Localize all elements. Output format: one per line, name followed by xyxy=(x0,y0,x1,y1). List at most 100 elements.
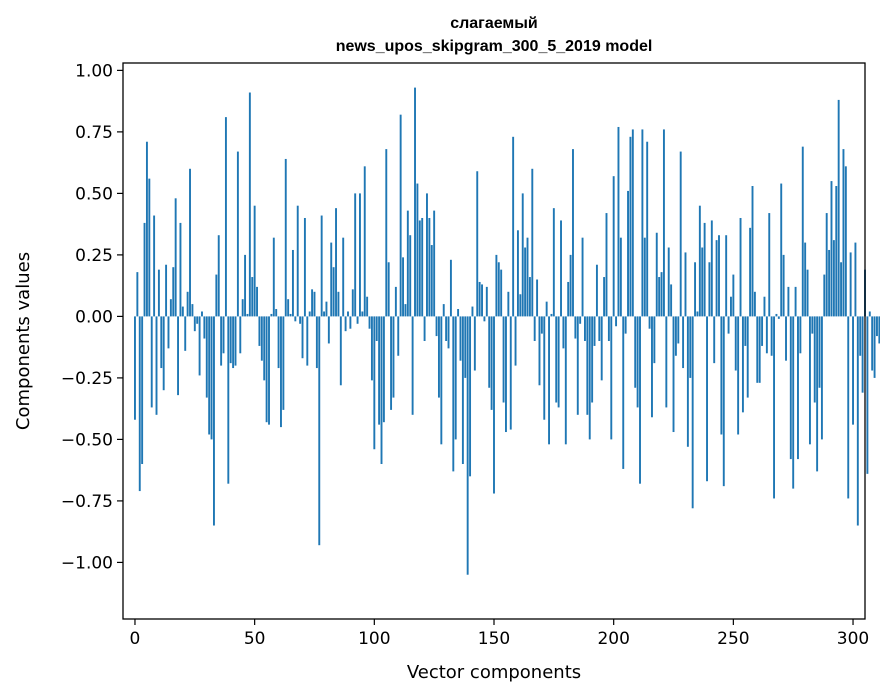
bar-component-186 xyxy=(579,316,582,324)
bar-component-167 xyxy=(533,316,536,341)
bar-component-114 xyxy=(406,210,409,317)
bar-component-204 xyxy=(622,316,625,469)
bar-component-221 xyxy=(662,129,665,317)
bar-component-78 xyxy=(320,215,323,317)
bar-component-211 xyxy=(639,316,641,484)
bar-component-159 xyxy=(514,316,517,366)
bar-component-286 xyxy=(818,316,821,388)
bar-component-130 xyxy=(445,316,448,341)
bar-component-40 xyxy=(229,316,232,364)
y-tick-label: 0.75 xyxy=(75,123,113,143)
bar-component-66 xyxy=(291,249,294,317)
bar-component-54 xyxy=(263,316,266,381)
bar-component-138 xyxy=(464,316,467,378)
bar-component-47 xyxy=(246,313,249,317)
bar-component-226 xyxy=(674,316,677,356)
bar-component-15 xyxy=(169,299,172,317)
bar-component-196 xyxy=(603,277,606,317)
bar-component-116 xyxy=(411,316,414,415)
bar-component-243 xyxy=(715,240,718,317)
bar-component-111 xyxy=(399,114,402,317)
bar-component-58 xyxy=(272,237,275,317)
bar-component-65 xyxy=(289,313,292,317)
bar-component-56 xyxy=(268,316,270,425)
y-tick-label: −0.50 xyxy=(61,430,113,450)
bar-component-141 xyxy=(471,306,474,317)
bar-component-62 xyxy=(282,316,285,410)
bar-component-142 xyxy=(473,316,476,371)
x-tick-label: 300 xyxy=(837,629,869,649)
bar-component-52 xyxy=(258,316,261,346)
bar-component-233 xyxy=(691,316,694,509)
bar-component-282 xyxy=(808,316,811,445)
bar-component-290 xyxy=(828,249,831,317)
bar-component-253 xyxy=(739,217,742,317)
bar-component-247 xyxy=(725,235,728,317)
bar-component-169 xyxy=(538,316,541,386)
bar-component-81 xyxy=(327,316,330,344)
bar-component-39 xyxy=(227,316,230,484)
bar-component-184 xyxy=(574,316,577,339)
bar-component-147 xyxy=(485,286,488,317)
bar-component-194 xyxy=(598,316,601,341)
bar-component-219 xyxy=(658,277,661,317)
bar-component-189 xyxy=(586,316,589,415)
y-tick-label: 0.25 xyxy=(75,246,113,266)
bar-component-104 xyxy=(382,316,385,423)
bar-component-139 xyxy=(466,316,469,575)
bar-component-278 xyxy=(799,316,802,354)
bar-component-2 xyxy=(138,316,141,492)
bar-component-34 xyxy=(215,274,218,317)
bar-component-227 xyxy=(677,316,680,344)
bar-component-187 xyxy=(581,237,584,317)
bar-component-107 xyxy=(390,316,393,410)
bar-component-229 xyxy=(682,316,685,369)
bar-component-21 xyxy=(184,316,187,351)
bar-component-171 xyxy=(543,316,546,420)
bar-component-86 xyxy=(339,316,342,386)
bar-component-190 xyxy=(588,316,591,440)
bar-component-276 xyxy=(794,286,797,317)
bar-component-118 xyxy=(416,183,419,317)
bar-component-230 xyxy=(684,252,687,317)
x-tick-label: 0 xyxy=(130,629,141,649)
bar-component-296 xyxy=(842,149,845,317)
y-tick-label: 0.50 xyxy=(75,184,113,204)
bar-component-182 xyxy=(569,254,572,317)
bar-component-173 xyxy=(548,316,550,445)
bar-component-307 xyxy=(868,311,871,317)
bar-component-242 xyxy=(713,316,716,364)
bar-component-157 xyxy=(509,316,512,430)
bar-component-71 xyxy=(303,217,306,317)
bar-component-11 xyxy=(160,316,163,369)
bar-component-125 xyxy=(433,210,436,317)
bar-component-150 xyxy=(493,316,495,494)
bar-component-228 xyxy=(679,151,682,317)
bar-component-303 xyxy=(859,316,862,356)
bar-component-79 xyxy=(323,311,326,317)
bar-component-13 xyxy=(165,264,168,317)
x-axis: 0 50 100 150 200 250 300 xyxy=(130,619,869,649)
bar-component-200 xyxy=(612,176,615,317)
bar-component-22 xyxy=(186,291,189,317)
bar-component-297 xyxy=(844,166,847,317)
bar-component-63 xyxy=(284,158,287,317)
bar-component-109 xyxy=(394,286,397,317)
bar-component-245 xyxy=(720,316,723,435)
bar-component-133 xyxy=(452,316,455,472)
bar-component-64 xyxy=(287,299,290,317)
bar-component-121 xyxy=(423,316,426,341)
bar-component-37 xyxy=(222,316,225,354)
bar-component-268 xyxy=(775,313,778,317)
bar-component-261 xyxy=(758,316,761,383)
bar-component-271 xyxy=(782,254,785,317)
bar-component-137 xyxy=(461,316,464,465)
bar-component-90 xyxy=(349,316,352,329)
bar-component-35 xyxy=(217,235,220,317)
bar-component-295 xyxy=(840,262,843,317)
bar-component-61 xyxy=(280,316,282,428)
bar-component-293 xyxy=(835,186,838,317)
bar-component-84 xyxy=(335,208,337,317)
bar-component-153 xyxy=(500,269,503,317)
